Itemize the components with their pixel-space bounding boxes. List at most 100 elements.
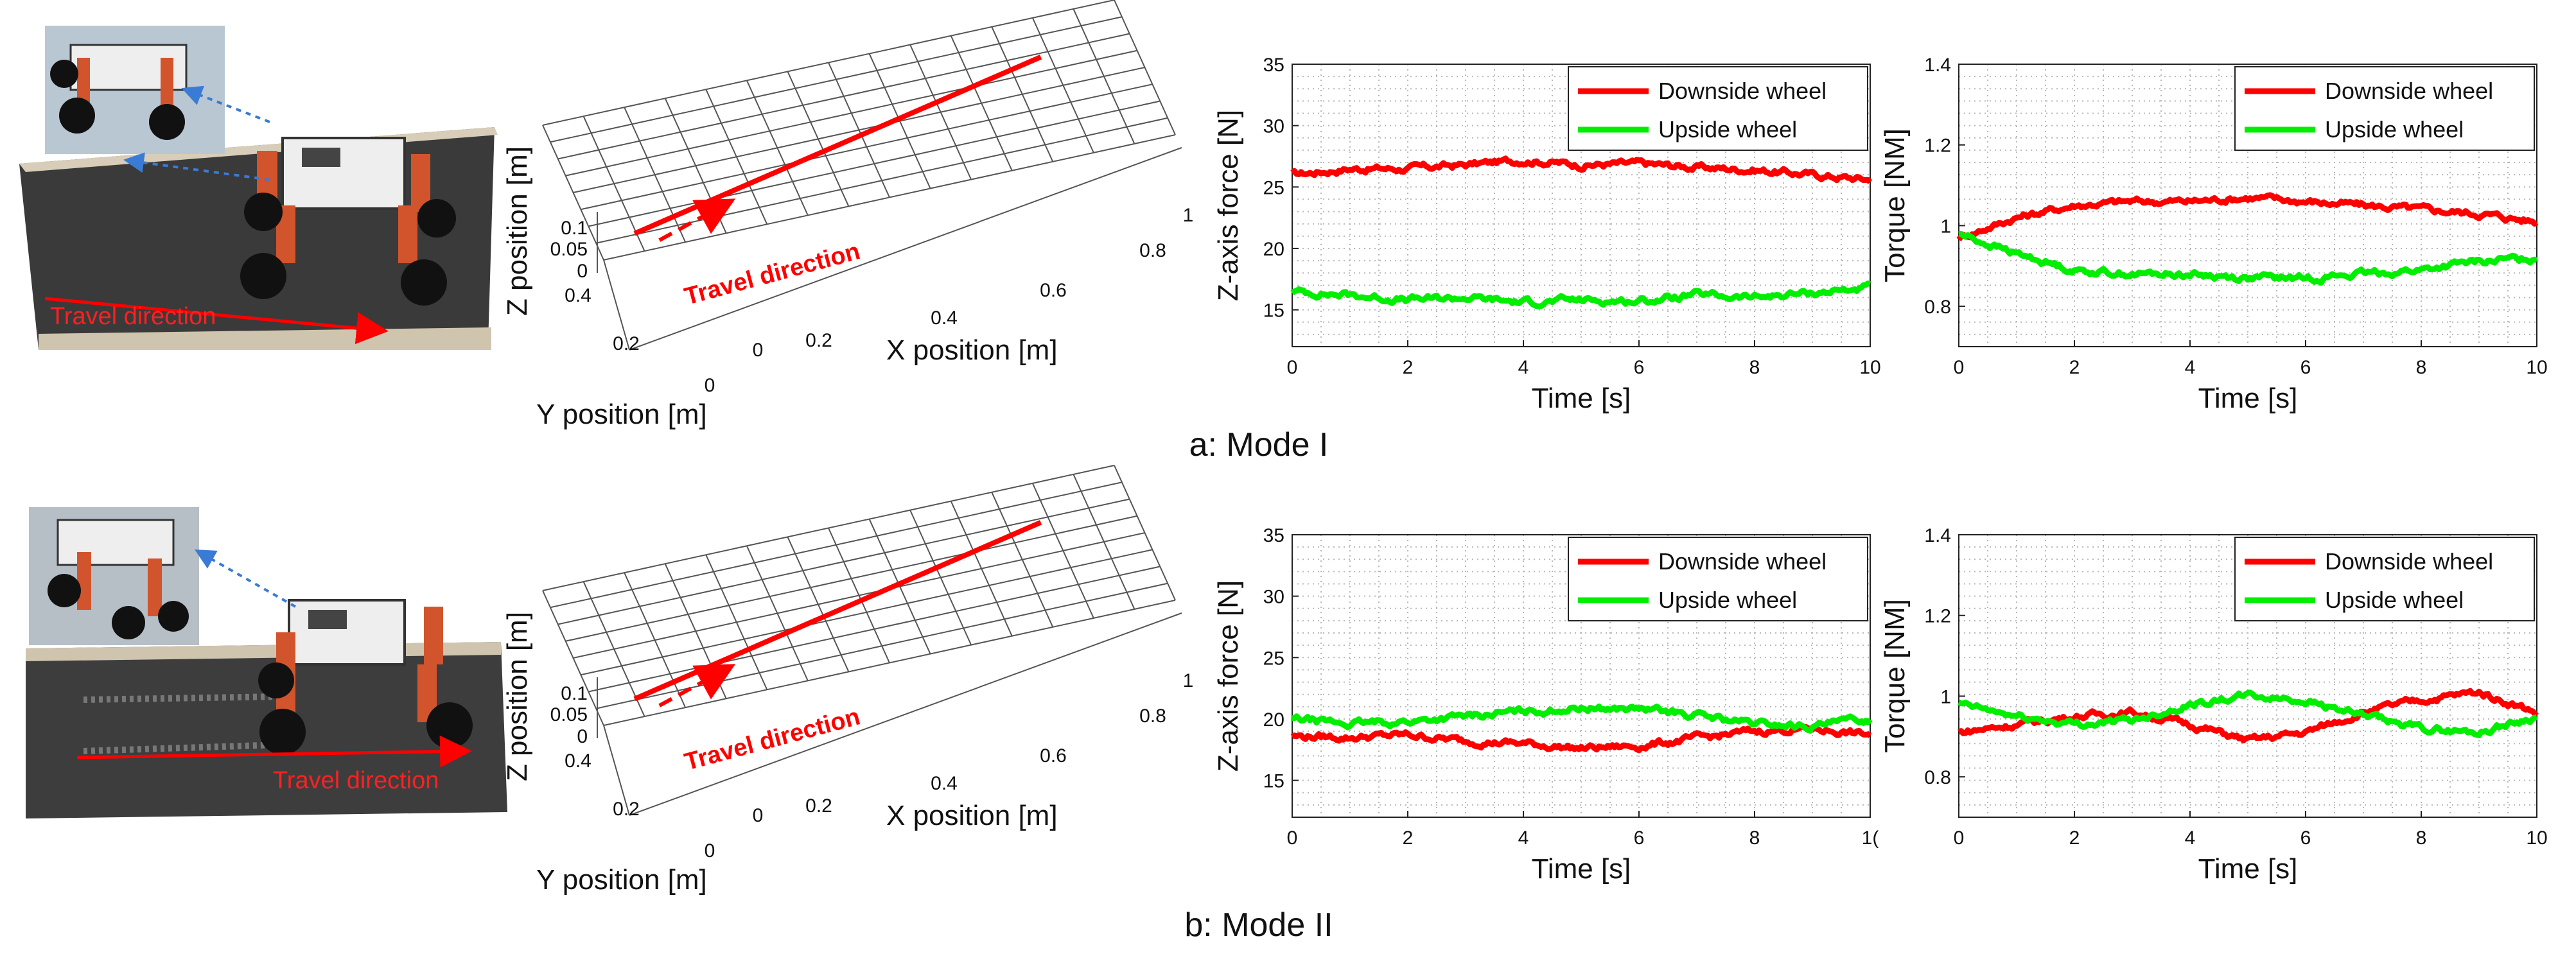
surface-grid-line bbox=[557, 33, 1130, 160]
travel-direction-label: Travel direction bbox=[50, 303, 216, 330]
x-tick-label: 4 bbox=[1518, 827, 1529, 849]
surface-grid-line bbox=[603, 600, 1176, 726]
surface-grid-line bbox=[557, 498, 1130, 625]
plot-frame bbox=[1958, 64, 2537, 347]
y-tick-label: 1 bbox=[1940, 216, 1951, 237]
x-tick-label: 0 bbox=[753, 805, 764, 826]
x-tick-label: 0 bbox=[1287, 827, 1298, 849]
x-tick-label: 0.8 bbox=[1139, 706, 1166, 727]
axis-edge bbox=[629, 612, 1182, 816]
y-axis-label: Z-axis force [N] bbox=[1213, 110, 1244, 301]
z-axis-label: Z position [m] bbox=[502, 612, 533, 781]
z-tick-label: 0 bbox=[577, 726, 588, 747]
plot-frame bbox=[1958, 534, 2537, 818]
y-axis-label: Z-axis force [N] bbox=[1213, 580, 1244, 772]
z-tick-label: 0 bbox=[577, 261, 588, 282]
x-axis-label: Time [s] bbox=[2198, 853, 2298, 885]
surface-grid-line bbox=[565, 515, 1137, 642]
series-line-upside bbox=[1292, 703, 1873, 734]
x-tick-label: 10 bbox=[2526, 357, 2547, 378]
legend-box bbox=[1568, 537, 1868, 621]
y-tick-label: 30 bbox=[1263, 116, 1284, 137]
y-tick-label: 25 bbox=[1263, 648, 1284, 669]
axis-edge bbox=[629, 147, 1182, 351]
surface-grid-line bbox=[595, 582, 1168, 709]
x-tick-label: 1 bbox=[1183, 670, 1194, 691]
y-axis-label: Torque [NM] bbox=[1879, 599, 1911, 753]
x-tick-label: 8 bbox=[1749, 827, 1760, 849]
y-tick-label: 0.8 bbox=[1924, 297, 1951, 318]
plot-frame bbox=[1292, 64, 1871, 347]
x-tick-label: 0 bbox=[1954, 827, 1965, 849]
y-axis-label: Y position [m] bbox=[536, 864, 707, 896]
x-tick-label: 8 bbox=[2416, 827, 2427, 849]
x-tick-label: 2 bbox=[1403, 357, 1414, 378]
y-tick-label: 1 bbox=[1940, 686, 1951, 707]
surface-grid-line bbox=[550, 481, 1123, 609]
surface-grid-line bbox=[588, 100, 1161, 227]
legend-label: Upside wheel bbox=[2325, 116, 2464, 143]
y-tick-label: 0.2 bbox=[613, 333, 640, 354]
legend-box bbox=[2234, 537, 2535, 621]
surface-grid-line bbox=[565, 49, 1137, 177]
x-tick-label: 10 bbox=[1859, 357, 1880, 378]
y-tick-label: 1.4 bbox=[1924, 525, 1951, 546]
y-tick-label: 25 bbox=[1263, 177, 1284, 198]
series-line-downside bbox=[1956, 192, 2539, 241]
series-line-downside bbox=[1958, 688, 2539, 744]
x-axis-label: Time [s] bbox=[1532, 853, 1631, 885]
x-tick-label: 8 bbox=[2416, 357, 2427, 378]
legend-label: Upside wheel bbox=[1658, 587, 1797, 613]
y-tick-label: 0 bbox=[705, 840, 715, 861]
y-tick-label: 0 bbox=[705, 375, 715, 396]
legend-label: Upside wheel bbox=[2325, 587, 2464, 613]
x-tick-label: 1( bbox=[1862, 827, 1879, 849]
x-tick-label: 0.6 bbox=[1040, 280, 1067, 301]
travel-direction-arrow bbox=[76, 735, 472, 768]
travel-direction-arrow bbox=[658, 198, 736, 242]
series-line-upside bbox=[1958, 230, 2538, 286]
plot-frame bbox=[1292, 534, 1871, 818]
surface-grid-line bbox=[588, 566, 1161, 693]
x-axis-label: Time [s] bbox=[1532, 383, 1631, 414]
y-tick-label: 20 bbox=[1263, 709, 1284, 731]
y-tick-label: 35 bbox=[1263, 525, 1284, 546]
x-tick-label: 1 bbox=[1183, 205, 1194, 226]
x-tick-label: 0.2 bbox=[805, 795, 832, 817]
surface-grid-line bbox=[603, 134, 1176, 261]
x-tick-label: 2 bbox=[2069, 827, 2080, 849]
x-tick-label: 2 bbox=[2069, 357, 2080, 378]
y-tick-label: 0.4 bbox=[565, 285, 591, 306]
y-axis-label: Y position [m] bbox=[536, 399, 707, 430]
y-tick-label: 0.4 bbox=[565, 750, 591, 772]
z-axis-label: Z position [m] bbox=[502, 146, 533, 316]
y-tick-label: 1.2 bbox=[1924, 135, 1951, 157]
x-tick-label: 0 bbox=[753, 340, 764, 361]
legend-label: Upside wheel bbox=[1658, 116, 1797, 143]
y-tick-label: 20 bbox=[1263, 239, 1284, 260]
chart-torque-mode-1: 0 2 4 6 8 10 0.8 1 1.2 1.4 Time [s] Torque [NM] Down… bbox=[1879, 55, 2548, 414]
photo-mode-1: Travel direction bbox=[19, 26, 498, 350]
travel-direction-label: Travel direction bbox=[273, 767, 439, 794]
x-axis-label: X position [m] bbox=[886, 334, 1058, 366]
surface-grid-line bbox=[573, 532, 1145, 659]
x-tick-label: 10 bbox=[2526, 827, 2547, 849]
legend-box bbox=[2234, 66, 2535, 151]
travel-direction-arrow bbox=[44, 297, 389, 345]
legend-label: Downside wheel bbox=[2325, 78, 2493, 104]
surface-grid-line bbox=[595, 117, 1168, 244]
surface-grid-line bbox=[581, 83, 1153, 211]
x-tick-label: 0.8 bbox=[1139, 240, 1166, 261]
surface-grid-line bbox=[542, 465, 1115, 591]
chart-force-mode-2: 0 2 4 6 8 1(15 20 25 30 35 Time [s] Z-axis force [N… bbox=[1213, 525, 1879, 885]
surface-grid-line bbox=[542, 0, 1115, 126]
y-tick-label: 35 bbox=[1263, 55, 1284, 76]
x-tick-label: 0 bbox=[1287, 357, 1298, 378]
x-tick-label: 4 bbox=[1518, 357, 1529, 378]
y-tick-label: 15 bbox=[1263, 300, 1284, 322]
x-tick-label: 6 bbox=[1634, 827, 1645, 849]
surface-grid-line bbox=[581, 549, 1153, 676]
caption-mode-1: a: Mode I bbox=[1189, 426, 1329, 463]
